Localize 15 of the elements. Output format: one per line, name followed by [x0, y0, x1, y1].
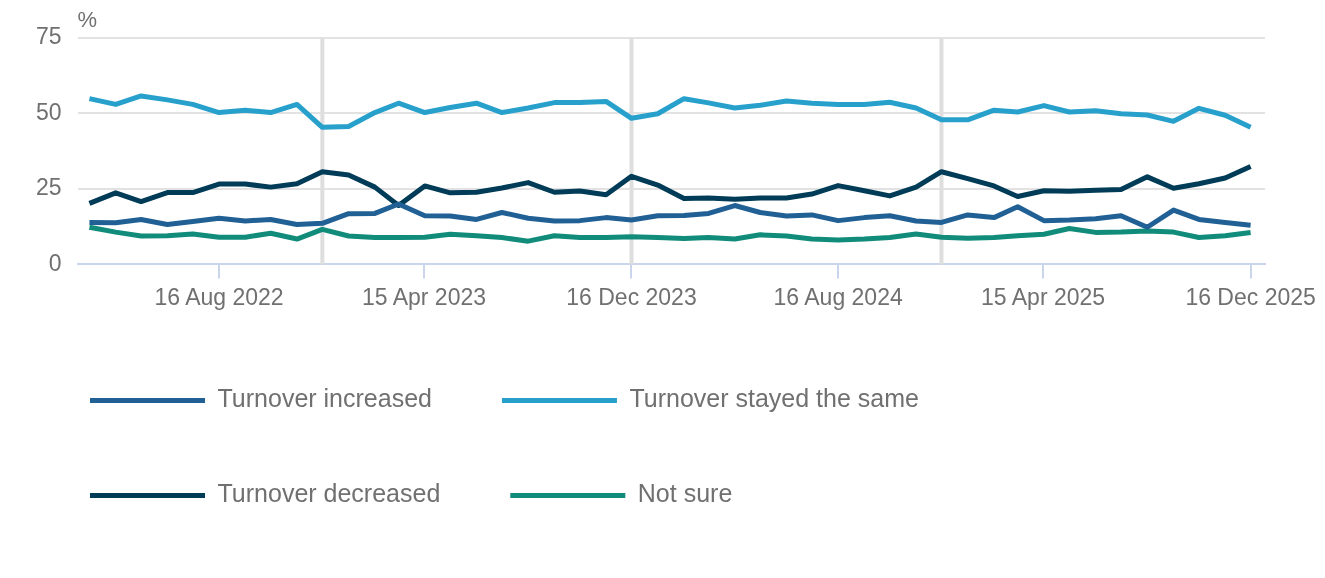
y-tick-label: 50	[35, 98, 62, 125]
x-tick-label: 16 Aug 2024	[773, 283, 903, 310]
y-tick-label: 75	[35, 23, 62, 50]
y-axis-title: %	[77, 7, 98, 33]
x-tick-label: 16 Dec 2023	[566, 283, 697, 310]
legend-label: Not sure	[637, 479, 733, 508]
legend-label: Turnover increased	[217, 384, 432, 413]
x-tick-label: 15 Apr 2025	[981, 283, 1106, 310]
y-tick-label: 25	[35, 174, 62, 201]
x-tick-label: 16 Aug 2022	[154, 283, 284, 310]
x-tick-label: 16 Dec 2025	[1185, 283, 1316, 310]
x-tick-label: 15 Apr 2023	[361, 283, 487, 310]
legend-label: Turnover decreased	[217, 479, 441, 508]
legend-label: Turnover stayed the same	[629, 384, 919, 413]
y-tick-label: 0	[48, 249, 62, 276]
